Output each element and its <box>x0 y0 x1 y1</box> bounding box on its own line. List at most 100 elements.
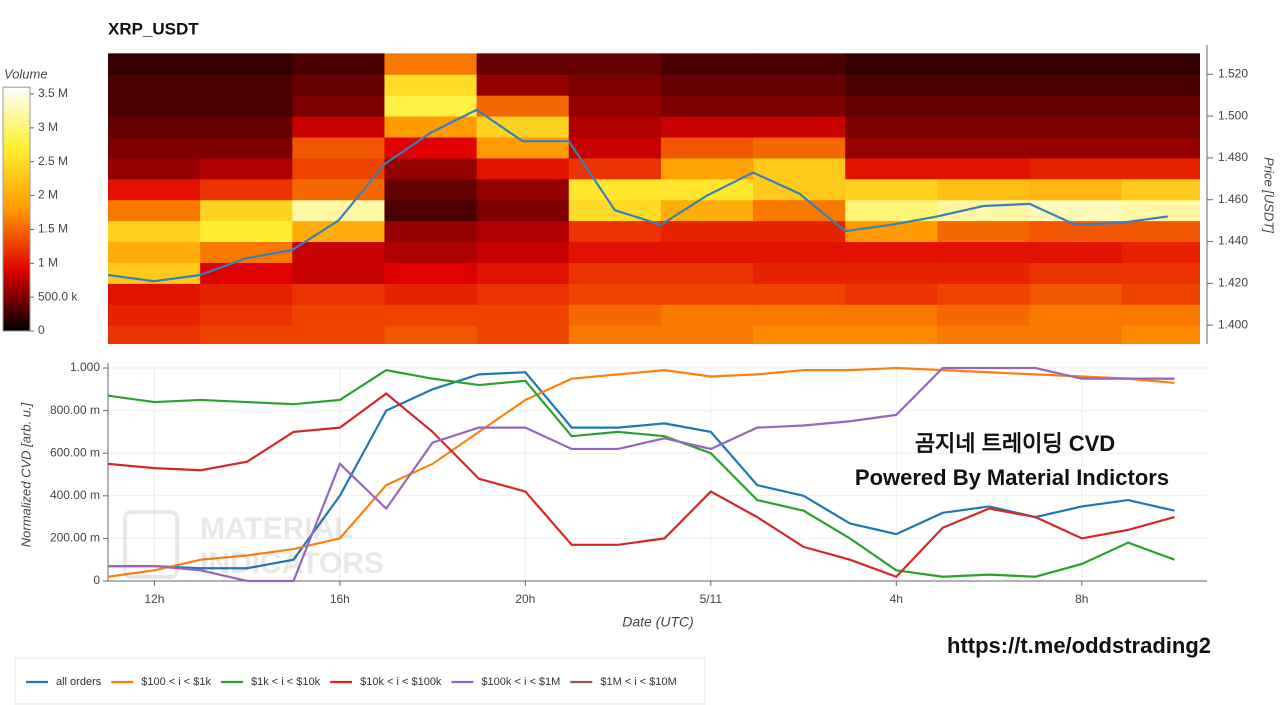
heatmap-cell <box>660 220 754 243</box>
heatmap-cell <box>476 157 570 180</box>
heatmap-cell <box>845 199 938 222</box>
heatmap-cell <box>384 304 478 326</box>
heatmap-cell <box>108 283 201 305</box>
heatmap-cell <box>937 199 1031 222</box>
heatmap-cell <box>292 157 385 180</box>
heatmap-cell <box>937 220 1031 243</box>
heatmap-cell <box>200 304 293 326</box>
heatmap-cell <box>476 199 570 222</box>
heatmap-cell <box>568 137 662 159</box>
heatmap-cell <box>845 74 938 96</box>
heatmap-cell <box>384 95 478 117</box>
heatmap-cell <box>937 95 1031 117</box>
heatmap-cell <box>108 241 201 263</box>
heatmap-cell <box>845 283 938 305</box>
heatmap-cell <box>660 53 754 75</box>
legend-label: $100 < i < $1k <box>141 676 211 688</box>
heatmap-cell <box>753 199 846 222</box>
y-tick-label: 1.460 <box>1218 192 1248 206</box>
heatmap-cell <box>660 304 754 326</box>
heatmap-cell <box>108 53 201 75</box>
y-tick-label: 800.00 m <box>50 403 100 417</box>
heatmap-cell <box>292 283 385 305</box>
heatmap-cell <box>200 199 293 222</box>
heatmap-cell <box>568 304 662 326</box>
heatmap-cell <box>937 137 1031 159</box>
heatmap-cell <box>200 220 293 243</box>
heatmap-cell <box>476 325 570 344</box>
heatmap-cell <box>845 325 938 344</box>
heatmap-cell <box>476 53 570 75</box>
heatmap-cell <box>568 53 662 75</box>
heatmap-cell <box>1121 178 1200 201</box>
heatmap-cell <box>476 262 570 284</box>
heatmap-cell <box>476 95 570 117</box>
y-tick-label: 1.000 <box>70 360 100 374</box>
series-line <box>108 392 1175 579</box>
heatmap-cell <box>1121 53 1200 75</box>
heatmap-cell <box>200 74 293 96</box>
heatmap-cell <box>384 325 478 344</box>
heatmap-cell <box>200 116 293 138</box>
heatmap-cell <box>292 241 385 263</box>
heatmap-cell <box>753 74 846 96</box>
heatmap-cell <box>292 178 385 201</box>
y-axis-label: Price [USDT] <box>1262 157 1277 233</box>
legend-label: all orders <box>56 676 102 688</box>
watermark: MATERIAL INDICATORS <box>123 510 384 580</box>
heatmap-cell <box>200 283 293 305</box>
powered-by: Powered By Material Indictors <box>855 465 1169 490</box>
colorbar <box>2 86 31 332</box>
chart-title: XRP_USDT <box>108 19 199 38</box>
heatmap-cell <box>845 53 938 75</box>
heatmap-cell <box>476 304 570 326</box>
legend-label: $1M < i < $10M <box>600 676 676 688</box>
heatmap-cell <box>1121 325 1200 344</box>
heatmap-cell <box>937 116 1031 138</box>
heatmap-cell <box>845 137 938 159</box>
series-line <box>108 371 1175 570</box>
heatmap-cell <box>753 304 846 326</box>
heatmap-cell <box>476 116 570 138</box>
heatmap-cell <box>384 199 478 222</box>
colorbar-label: Volume <box>4 66 48 81</box>
heatmap-cell <box>1029 157 1123 180</box>
heatmap-cell <box>660 137 754 159</box>
heatmap-cell <box>1029 325 1123 344</box>
heatmap-cell <box>845 220 938 243</box>
heatmap-cell <box>292 325 385 344</box>
heatmap <box>108 53 1200 344</box>
heatmap-cell <box>1029 178 1123 201</box>
heatmap-cell <box>1029 199 1123 222</box>
legend-label: $10k < i < $100k <box>360 676 442 688</box>
heatmap-cell <box>292 74 385 96</box>
heatmap-cell <box>1029 220 1123 243</box>
watermark-text: MATERIAL <box>200 512 353 545</box>
heatmap-cell <box>568 220 662 243</box>
heatmap-cell <box>292 262 385 284</box>
heatmap-cell <box>660 325 754 344</box>
heatmap-cell <box>1121 74 1200 96</box>
heatmap-cell <box>292 137 385 159</box>
y-tick-label: 1.500 <box>1218 108 1248 122</box>
heatmap-cell <box>200 137 293 159</box>
colorbar-tick-label: 1 M <box>38 255 58 269</box>
heatmap-cell <box>1029 74 1123 96</box>
heatmap-cell <box>108 157 201 180</box>
heatmap-cell <box>937 283 1031 305</box>
heatmap-cell <box>384 116 478 138</box>
heatmap-cell <box>1121 137 1200 159</box>
heatmap-cell <box>845 262 938 284</box>
url: https://t.me/oddstrading2 <box>947 633 1211 658</box>
heatmap-cell <box>1121 262 1200 284</box>
heatmap-cell <box>384 283 478 305</box>
heatmap-cell <box>108 325 201 344</box>
heatmap-cell <box>384 53 478 75</box>
heatmap-cell <box>1029 241 1123 263</box>
heatmap-cell <box>200 262 293 284</box>
heatmap-cell <box>568 95 662 117</box>
legend-label: $1k < i < $10k <box>251 676 321 688</box>
heatmap-cell <box>1029 95 1123 117</box>
heatmap-cell <box>937 241 1031 263</box>
